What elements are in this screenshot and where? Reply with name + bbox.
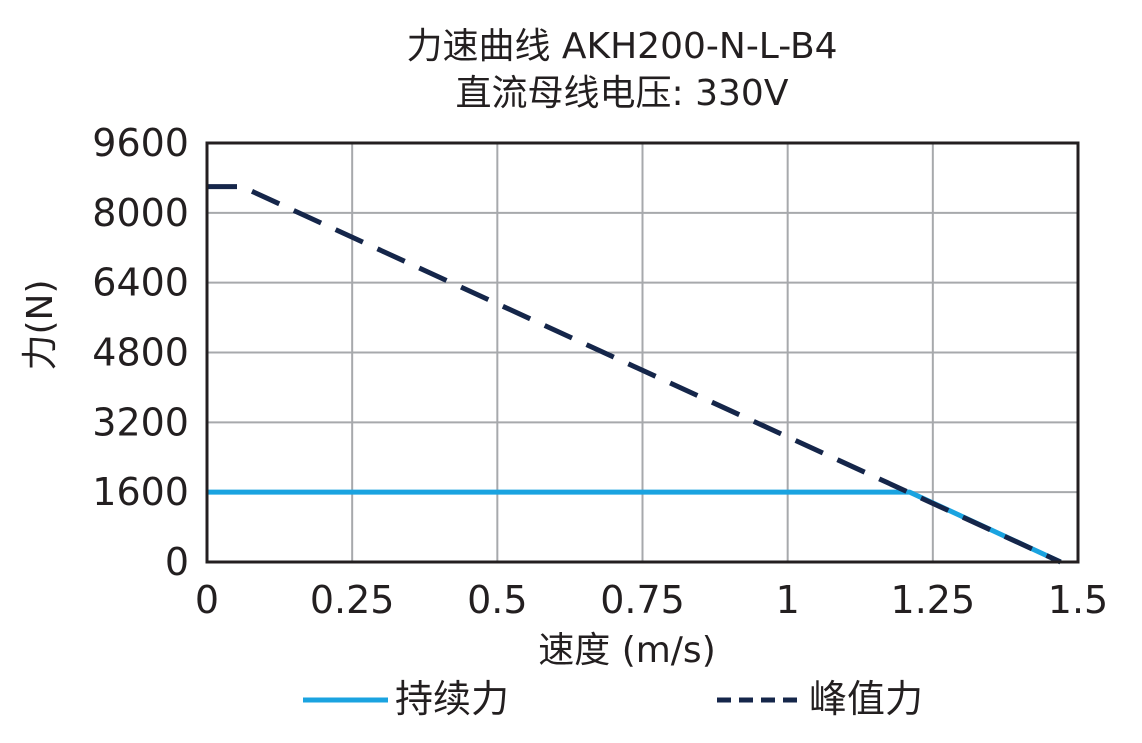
y-tick-labels: 0 1600 3200 4800 6400 8000 9600	[92, 121, 189, 584]
legend: 持续力 峰值力	[303, 677, 923, 721]
x-tick-label: 0.5	[467, 578, 527, 622]
x-tick-label: 1.25	[891, 578, 976, 622]
x-tick-label: 1	[776, 578, 800, 622]
y-tick-label: 4800	[92, 331, 189, 375]
y-tick-label: 9600	[92, 121, 189, 165]
x-axis-label: 速度 (m/s)	[538, 630, 716, 671]
x-tick-label: 1.5	[1048, 578, 1108, 622]
y-tick-label: 8000	[92, 191, 189, 235]
chart-subtitle: 直流母线电压: 330V	[456, 73, 789, 114]
series-line-2	[207, 184, 1062, 565]
plot-frame	[205, 141, 1080, 564]
y-axis-label: 力(N)	[20, 279, 61, 370]
y-tick-label: 3200	[92, 400, 189, 444]
y-tick-label: 1600	[92, 470, 189, 514]
x-tick-labels: 0 0.25 0.5 0.75 1 1.25 1.5	[195, 578, 1108, 622]
grid-lines	[206, 142, 1079, 563]
y-tick-label: 0	[165, 540, 189, 584]
chart-title: 力速曲线 AKH200-N-L-B4	[406, 26, 837, 67]
legend-label-2: 峰值力	[809, 677, 923, 721]
x-tick-label: 0	[195, 578, 219, 622]
x-tick-label: 0.25	[310, 578, 395, 622]
plot-series	[207, 184, 1062, 565]
y-tick-label: 6400	[92, 261, 189, 305]
legend-label-1: 持续力	[395, 677, 509, 721]
x-tick-label: 0.75	[600, 578, 685, 622]
